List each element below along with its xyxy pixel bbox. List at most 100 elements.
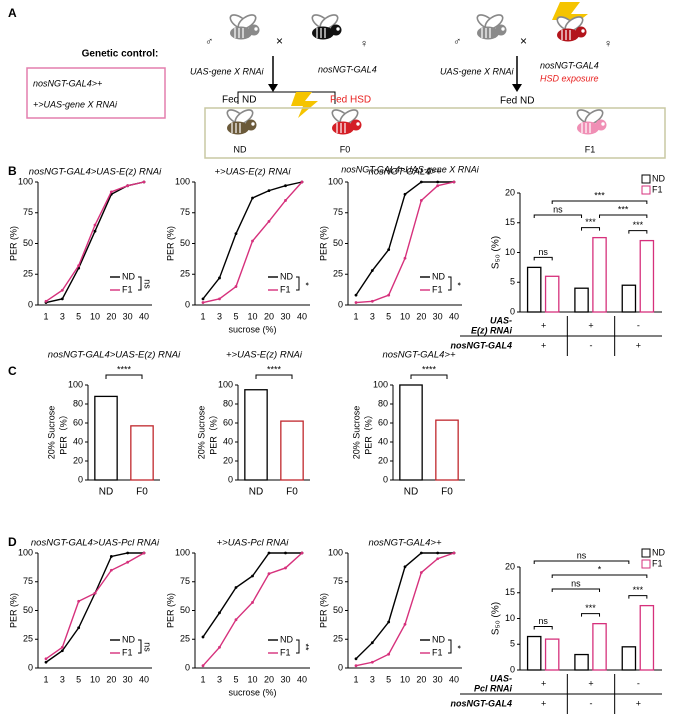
y-axis-label: PER（%） xyxy=(208,410,218,455)
x-tick-label: 30 xyxy=(280,674,290,684)
y-axis-label: PER (%) xyxy=(318,593,328,628)
genotype: nosNGT-GAL4>+ xyxy=(33,78,102,88)
fly-body xyxy=(227,121,249,135)
y-tick-label: 100 xyxy=(175,176,190,186)
data-point xyxy=(126,184,130,188)
table-cell: + xyxy=(588,678,593,688)
y-tick-label: 75 xyxy=(180,576,190,586)
x-tick-label: ND xyxy=(404,487,418,498)
x-tick-label: 3 xyxy=(60,311,65,321)
fly xyxy=(311,14,342,40)
sig-bracket xyxy=(581,227,601,231)
chart-title: nosNGT-GAL4>UAS-Pcl RNAi xyxy=(31,538,160,549)
data-point xyxy=(403,256,407,260)
data-point xyxy=(452,180,456,184)
panel-label: C xyxy=(8,364,17,378)
fly xyxy=(331,109,362,135)
data-point xyxy=(284,551,287,555)
legend-swatch xyxy=(641,185,651,195)
data-point xyxy=(251,196,254,200)
data-point xyxy=(93,223,97,227)
bar xyxy=(94,395,118,481)
data-point xyxy=(201,664,205,668)
legend-label: F1 xyxy=(122,647,133,657)
data-point xyxy=(44,299,48,303)
panel-label: A xyxy=(8,6,17,20)
fly-eye xyxy=(356,122,360,126)
y-tick-label: 25 xyxy=(23,269,33,279)
data-point xyxy=(403,192,407,196)
y-tick-label: 0 xyxy=(383,474,388,484)
x-tick-label: 20 xyxy=(264,311,274,321)
data-point xyxy=(93,229,97,233)
fly-body xyxy=(332,121,354,135)
y-tick-label: 10 xyxy=(505,247,515,257)
legend-label: ND xyxy=(122,271,135,281)
data-point xyxy=(126,560,130,564)
data-point xyxy=(284,199,287,202)
y-tick-label: 100 xyxy=(218,379,233,389)
table-cell: - xyxy=(590,340,593,350)
panel-label: B xyxy=(8,164,17,178)
y-tick-label: 20 xyxy=(505,561,515,571)
offspring-genotype: nosNGT-GAL4>UAS-gene X RNAi xyxy=(341,164,479,174)
sig-label: * xyxy=(453,645,463,649)
sig-bracket xyxy=(410,374,448,379)
data-point xyxy=(300,180,304,184)
y-tick-label: 100 xyxy=(18,176,33,186)
sig-bracket xyxy=(533,626,553,630)
genotype: +>UAS-gene X RNAi xyxy=(33,99,118,109)
sig-label: ns xyxy=(577,550,587,560)
legend-label: ND xyxy=(432,634,445,644)
y-tick-label: 40 xyxy=(378,436,388,446)
data-point xyxy=(419,571,423,574)
x-tick-label: 20 xyxy=(416,311,426,321)
fly xyxy=(576,109,607,135)
sig-bracket xyxy=(138,639,142,654)
y-axis-label: PER（%） xyxy=(58,410,68,455)
fly xyxy=(556,16,587,42)
x-tick-label: 5 xyxy=(76,311,81,321)
sig-bracket xyxy=(628,230,648,234)
data-point xyxy=(93,591,97,595)
legend-label: F1 xyxy=(122,284,133,294)
x-tick-label: 40 xyxy=(449,311,459,321)
x-tick-label: 20 xyxy=(264,674,274,684)
data-point xyxy=(419,180,423,184)
arrow-head xyxy=(268,84,278,92)
y-tick-label: 60 xyxy=(223,417,233,427)
legend-label: F1 xyxy=(652,184,663,194)
y-tick-label: 75 xyxy=(180,207,190,217)
x-tick-label: 10 xyxy=(247,674,257,684)
x-tick-label: F0 xyxy=(441,487,453,498)
arrow-head xyxy=(512,84,522,92)
bar xyxy=(244,389,268,481)
data-point xyxy=(419,551,423,555)
table-cell: + xyxy=(588,320,593,330)
y-axis-label: S₅₀ (%) xyxy=(491,602,502,635)
y-tick-label: 40 xyxy=(73,436,83,446)
x-tick-label: 40 xyxy=(449,674,459,684)
y-axis-label: PER (%) xyxy=(8,593,18,628)
bar xyxy=(639,239,655,313)
table-cell: + xyxy=(541,698,546,708)
sig-bracket xyxy=(551,200,648,204)
x-tick-label: 1 xyxy=(43,311,48,321)
x-tick-label: 3 xyxy=(217,311,222,321)
y-axis-label: 20% Sucrose xyxy=(196,406,206,460)
fly-body xyxy=(312,26,334,40)
data-point xyxy=(218,611,221,615)
legend-swatch xyxy=(641,174,651,184)
data-point xyxy=(436,551,440,555)
parent-genotype: nosNGT-GAL4 xyxy=(540,60,599,70)
y-tick-label: 60 xyxy=(73,417,83,427)
panel-a: A Genetic control: nosNGT-GAL4>+ +>UAS-g… xyxy=(8,2,666,174)
fly-head xyxy=(595,119,607,131)
y-tick-label: 0 xyxy=(338,662,343,672)
x-tick-label: 3 xyxy=(60,674,65,684)
x-tick-label: 5 xyxy=(386,311,391,321)
legend-swatch xyxy=(641,548,651,558)
x-tick-label: 40 xyxy=(139,674,149,684)
data-point xyxy=(354,293,358,297)
